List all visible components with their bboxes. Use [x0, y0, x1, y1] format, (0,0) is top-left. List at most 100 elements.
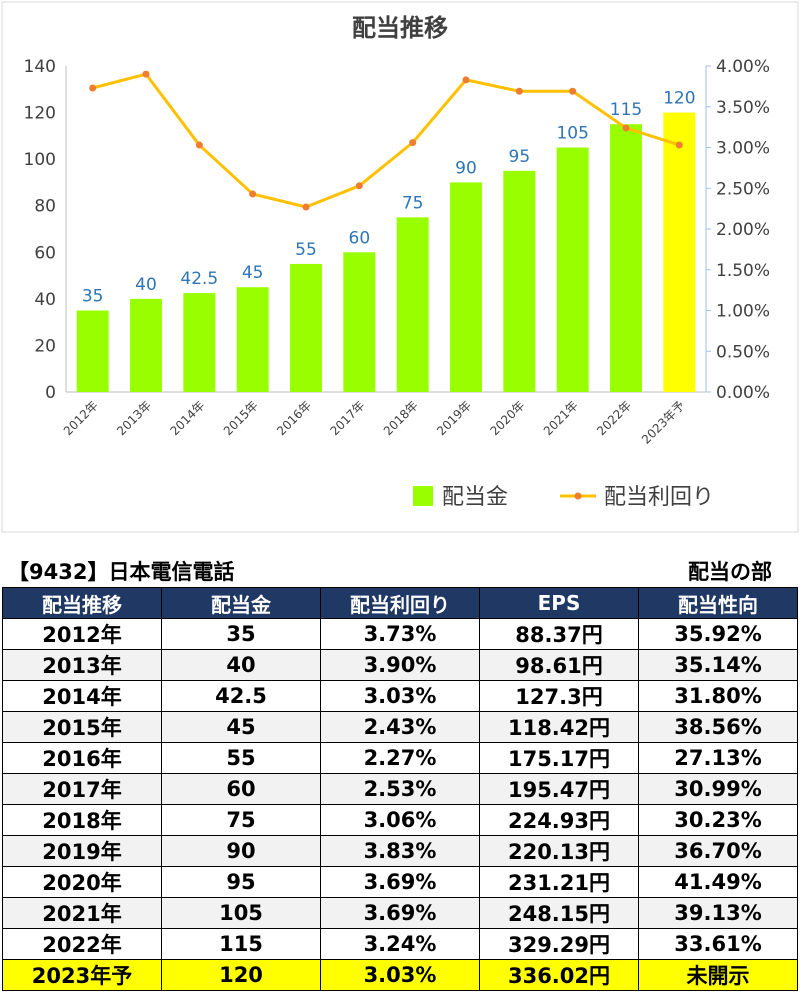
table-cell: 3.03% — [320, 680, 480, 712]
table-cell: 27.13% — [638, 742, 798, 774]
y-left-tick-label: 60 — [34, 243, 56, 263]
bar-data-label: 45 — [242, 263, 264, 283]
yield-point — [142, 70, 150, 78]
table-cell: 41.49% — [638, 866, 798, 898]
table-row: 2014年 42.5 3.03% 127.3円 31.80% — [2, 680, 798, 712]
table-row: 2021年 105 3.69% 248.15円 39.13% — [2, 897, 798, 929]
table-cell: 3.69% — [320, 866, 480, 898]
bar — [556, 147, 589, 392]
y-right-tick-label: 3.00% — [716, 139, 770, 159]
yield-line — [92, 72, 680, 209]
y-left-tick-label: 140 — [24, 57, 56, 77]
bar — [663, 112, 696, 393]
chart-title: 配当推移 — [352, 14, 448, 42]
yield-point — [675, 141, 683, 149]
table-cell: 75 — [161, 804, 321, 836]
y-right-tick-label: 0.00% — [716, 383, 770, 403]
table-cell: 35.92% — [638, 618, 798, 650]
y-right-tick-label: 4.00% — [716, 57, 770, 77]
table-row: 2017年 60 2.53% 195.47円 30.99% — [2, 773, 798, 805]
bar-data-label: 95 — [509, 147, 531, 167]
table-cell: 220.13円 — [479, 835, 639, 867]
y-right-tick-label: 2.50% — [716, 179, 770, 199]
table-title: 【9432】日本電信電話 — [8, 560, 235, 584]
table-row: 2019年 90 3.83% 220.13円 36.70% — [2, 835, 798, 867]
table-header-row: 配当推移 配当金 配当利回り EPS 配当性向 — [2, 587, 798, 619]
table-cell: 90 — [161, 835, 321, 867]
table-cell: 35.14% — [638, 649, 798, 681]
table-cell: 3.90% — [320, 649, 480, 681]
legend-marker-line — [574, 492, 582, 500]
table-row: 2023年予 120 3.03% 336.02円 未開示 — [2, 959, 798, 991]
table-row: 2015年 45 2.43% 118.42円 38.56% — [2, 711, 798, 743]
bar — [130, 298, 162, 392]
bar — [503, 170, 536, 392]
table-cell: 231.21円 — [479, 866, 639, 898]
bar-data-label: 40 — [135, 275, 157, 295]
table-cell: 55 — [161, 742, 321, 774]
bar — [290, 263, 322, 392]
table-cell: 3.03% — [320, 959, 480, 991]
bar-data-label: 90 — [455, 158, 477, 178]
table-cell: 336.02円 — [479, 959, 639, 991]
bar-data-label: 35 — [82, 287, 104, 307]
table-cell: 120 — [161, 959, 321, 991]
table-cell: 2018年 — [2, 804, 162, 836]
table-header-cell: 配当性向 — [638, 587, 798, 619]
bar — [236, 287, 269, 392]
table-cell: 248.15円 — [479, 897, 639, 929]
bar-data-label: 42.5 — [180, 269, 218, 289]
table-cell: 2012年 — [2, 618, 162, 650]
table-cell: 60 — [161, 773, 321, 805]
yield-point — [89, 84, 97, 92]
table-header-cell: EPS — [479, 587, 639, 619]
table-cell: 2016年 — [2, 742, 162, 774]
table-header-cell: 配当金 — [161, 587, 321, 619]
yield-point — [302, 203, 310, 211]
dividend-table: 配当推移 配当金 配当利回り EPS 配当性向 2012年 35 3.73% 88.37円 35… — [2, 587, 798, 991]
table-cell: 2.53% — [320, 773, 480, 805]
table-cell: 33.61% — [638, 928, 798, 960]
bar — [343, 252, 376, 392]
y-left-tick-label: 120 — [24, 104, 56, 124]
table-cell: 95 — [161, 866, 321, 898]
table-cell: 40 — [161, 649, 321, 681]
dividend-chart: 配当推移 0 20 40 60 80 100 120 140 0.00% 0.50% 1.00% 1.5… — [1, 1, 799, 533]
y-left-tick-label: 80 — [34, 197, 56, 217]
yield-point — [569, 87, 577, 95]
y-left-tick-label: 40 — [34, 290, 56, 310]
bar-data-label: 75 — [402, 193, 424, 213]
section-label: 配当の部 — [688, 560, 772, 584]
table-cell: 3.06% — [320, 804, 480, 836]
table-cell: 38.56% — [638, 711, 798, 743]
table-cell: 36.70% — [638, 835, 798, 867]
table-cell: 2023年予 — [2, 959, 162, 991]
y-right-tick-label: 3.50% — [716, 98, 770, 118]
table-cell: 118.42円 — [479, 711, 639, 743]
table-cell: 105 — [161, 897, 321, 929]
y-left-tick-label: 20 — [34, 336, 56, 356]
y-right-tick-label: 1.00% — [716, 302, 770, 322]
table-cell: 未開示 — [638, 959, 798, 991]
table-row: 2018年 75 3.06% 224.93円 30.23% — [2, 804, 798, 836]
table-cell: 98.61円 — [479, 649, 639, 681]
yield-point — [622, 124, 630, 132]
table-cell: 2020年 — [2, 866, 162, 898]
bar — [183, 293, 216, 392]
table-cell: 2013年 — [2, 649, 162, 681]
table-header-cell: 配当推移 — [2, 587, 162, 619]
table-cell: 224.93円 — [479, 804, 639, 836]
table-cell: 3.83% — [320, 835, 480, 867]
y-left-tick-label: 0 — [45, 383, 56, 403]
y-right-tick-label: 1.50% — [716, 261, 770, 281]
table-row: 2013年 40 3.90% 98.61円 35.14% — [2, 649, 798, 681]
table-cell: 3.73% — [320, 618, 480, 650]
table-cell: 115 — [161, 928, 321, 960]
bar — [396, 217, 429, 392]
yield-point — [355, 182, 363, 190]
table-cell: 2.27% — [320, 742, 480, 774]
table-cell: 2019年 — [2, 835, 162, 867]
table-cell: 45 — [161, 711, 321, 743]
table-cell: 195.47円 — [479, 773, 639, 805]
bar-data-label: 105 — [556, 124, 588, 144]
